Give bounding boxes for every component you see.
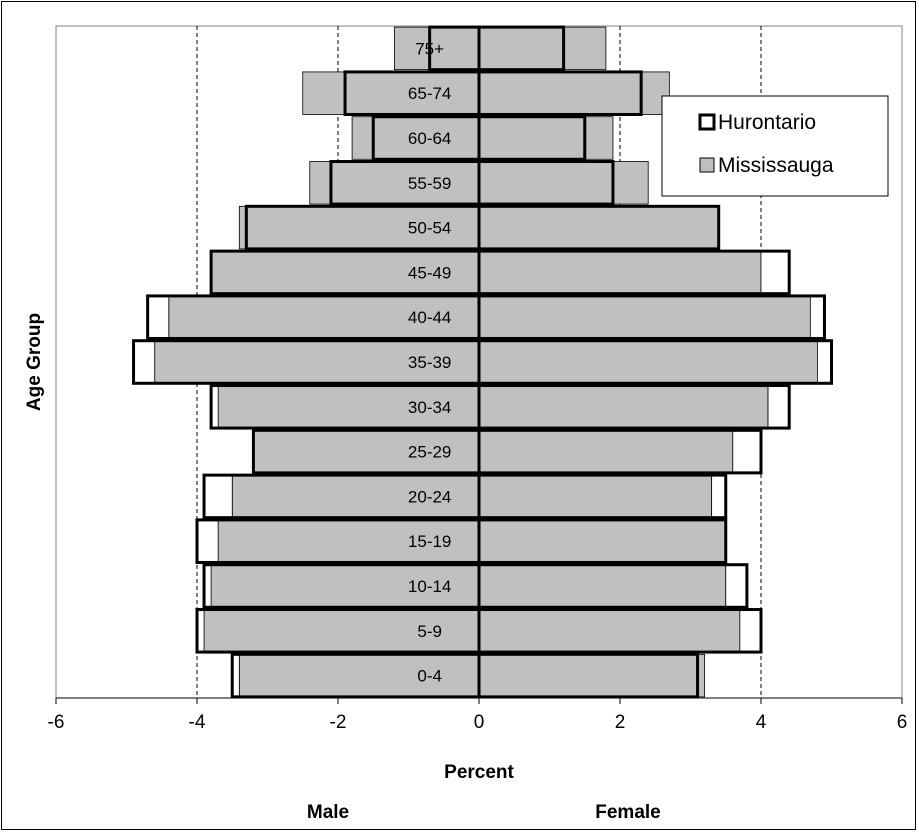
- bar-mississauga-female: [478, 385, 769, 429]
- bar-mississauga-female: [478, 429, 734, 474]
- bar-hurontario-male-excess: [204, 564, 212, 608]
- x-tick-label: 4: [756, 712, 767, 733]
- bar-mississauga-female: [478, 205, 720, 250]
- bar-mississauga-female: [478, 340, 818, 384]
- bar-mississauga-female: [478, 474, 713, 519]
- bar-hurontario-male-excess: [211, 385, 219, 429]
- bar-mississauga-male: [309, 161, 480, 205]
- bar-hurontario-female-excess: [725, 564, 747, 608]
- bar-hurontario-male-excess: [147, 295, 169, 339]
- category-label: 35-39: [408, 353, 451, 372]
- category-label: 5-9: [417, 622, 442, 641]
- bar-mississauga-male: [238, 653, 480, 698]
- bar-mississauga-male: [231, 474, 480, 519]
- bar-mississauga-male: [168, 295, 480, 339]
- bar-mississauga-female: [478, 116, 614, 160]
- y-axis-label: Age Group: [24, 313, 45, 411]
- x-tick-label: 6: [897, 712, 908, 733]
- bar-hurontario-male-excess: [232, 654, 240, 697]
- legend-swatch-hurontario: [698, 113, 716, 131]
- legend-label-mississauga: Mississauga: [718, 154, 834, 177]
- bar-mississauga-female: [478, 295, 811, 339]
- legend-swatch-mississauga: [699, 157, 715, 173]
- bar-mississauga-female: [478, 609, 741, 653]
- category-label: 30-34: [408, 398, 451, 417]
- bar-hurontario-female-excess: [761, 251, 790, 294]
- category-label: 75+: [415, 39, 444, 58]
- x-tick-label: -2: [330, 712, 347, 733]
- category-label: 25-29: [408, 443, 451, 462]
- bar-hurontario-female-excess: [768, 385, 790, 429]
- bar-mississauga-female: [478, 519, 727, 563]
- bar-hurontario-female-excess: [732, 430, 761, 473]
- bar-mississauga-female: [478, 26, 607, 71]
- bar-mississauga-male: [238, 205, 480, 250]
- x-tick-label: 2: [615, 712, 626, 733]
- category-label: 50-54: [408, 219, 451, 238]
- category-label: 10-14: [408, 577, 451, 596]
- bar-mississauga-female: [478, 250, 762, 295]
- bar-mississauga-female: [478, 161, 649, 205]
- bar-hurontario-male-excess: [133, 340, 155, 384]
- x-axis-label: Percent: [444, 762, 514, 783]
- bar-hurontario-male-excess: [204, 475, 233, 518]
- bar-mississauga-female: [478, 71, 670, 115]
- male-label: Male: [307, 802, 349, 823]
- bar-mississauga-male: [217, 385, 480, 429]
- category-label: 15-19: [408, 532, 451, 551]
- x-tick-label: 0: [474, 712, 485, 733]
- female-label: Female: [595, 802, 660, 823]
- bar-hurontario-male-excess: [197, 519, 219, 563]
- legend-label-hurontario: Hurontario: [718, 111, 816, 134]
- bar-hurontario-female-excess: [711, 475, 726, 518]
- bar-mississauga-male: [302, 71, 480, 115]
- bar-mississauga-female: [478, 653, 706, 698]
- bar-hurontario-female-excess: [739, 609, 761, 653]
- bar-mississauga-male: [393, 26, 480, 71]
- category-label: 0-4: [417, 667, 442, 686]
- category-label: 20-24: [408, 487, 451, 506]
- category-label: 45-49: [408, 263, 451, 282]
- legend-box: [661, 95, 889, 197]
- category-label: 55-59: [408, 174, 451, 193]
- bar-hurontario-female-excess: [810, 295, 825, 339]
- bar-hurontario-female-excess: [817, 340, 832, 384]
- bar-mississauga-female: [478, 564, 727, 608]
- bar-hurontario-male-excess: [197, 609, 205, 653]
- category-label: 65-74: [408, 84, 451, 103]
- bar-mississauga-male: [210, 250, 480, 295]
- category-label: 40-44: [408, 308, 451, 327]
- x-tick-label: -4: [189, 712, 206, 733]
- x-tick-label: -6: [48, 712, 65, 733]
- category-label: 60-64: [408, 129, 451, 148]
